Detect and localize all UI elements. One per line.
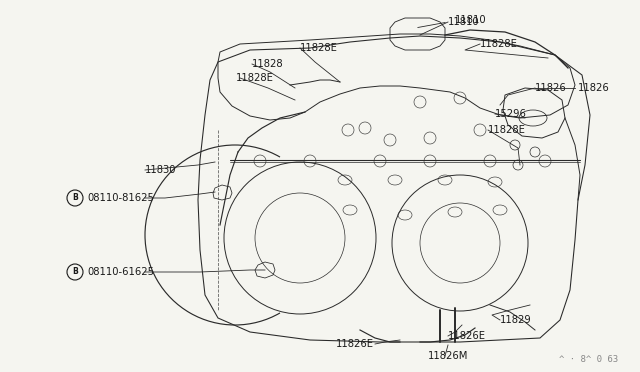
Text: 11828E: 11828E <box>480 39 518 49</box>
Text: 11828: 11828 <box>252 59 284 69</box>
Text: 11826: 11826 <box>578 83 610 93</box>
Text: 11828E: 11828E <box>488 125 526 135</box>
Text: ^ · 8^ 0 63: ^ · 8^ 0 63 <box>559 356 618 365</box>
Text: 11829: 11829 <box>500 315 532 325</box>
Text: 11828E: 11828E <box>300 43 338 53</box>
Text: 11826M: 11826M <box>428 351 468 361</box>
Text: B: B <box>72 267 78 276</box>
Text: 11826E: 11826E <box>336 339 374 349</box>
Text: 15296: 15296 <box>495 109 527 119</box>
Text: 11826E: 11826E <box>448 331 486 341</box>
Text: 11828E: 11828E <box>236 73 274 83</box>
Text: 11810: 11810 <box>455 15 486 25</box>
Text: 11830: 11830 <box>145 165 177 175</box>
Text: B: B <box>72 193 78 202</box>
Text: 11826: 11826 <box>535 83 567 93</box>
Text: 08110-81625: 08110-81625 <box>87 193 154 203</box>
Text: 11810: 11810 <box>448 17 479 27</box>
Text: 08110-61625: 08110-61625 <box>87 267 154 277</box>
